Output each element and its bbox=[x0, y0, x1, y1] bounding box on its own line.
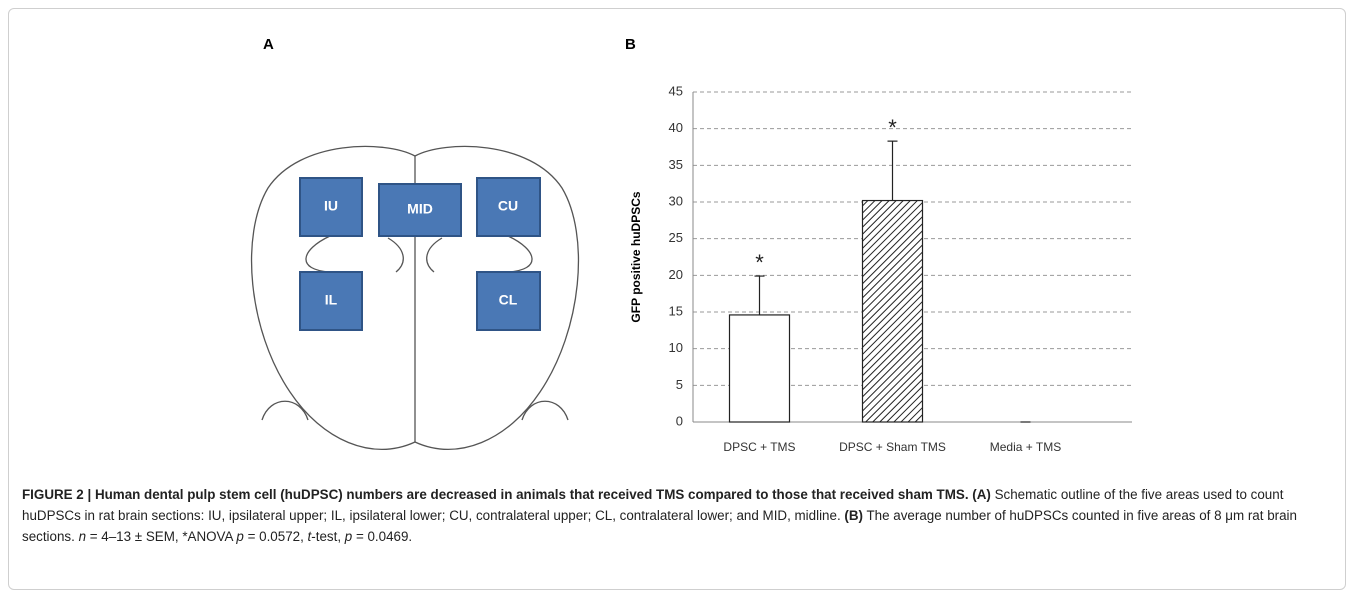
caption-run: (B) bbox=[844, 508, 863, 523]
y-tick-label: 40 bbox=[669, 120, 683, 135]
y-tick-label: 20 bbox=[669, 267, 683, 282]
region-box bbox=[476, 271, 541, 331]
region-label: IU bbox=[324, 198, 338, 214]
y-tick-label: 30 bbox=[669, 193, 683, 208]
y-tick-label: 35 bbox=[669, 157, 683, 172]
x-tick-label: DPSC + TMS bbox=[723, 440, 795, 454]
caption-run: The average number of huDPSCs counted in… bbox=[22, 508, 1301, 544]
y-axis-label: GFP positive huDPSCs bbox=[629, 191, 643, 322]
caption-run: (A) bbox=[972, 487, 991, 502]
region-label: MID bbox=[407, 201, 433, 217]
caption: FIGURE 2 | Human dental pulp stem cell (… bbox=[22, 484, 1338, 547]
figure: A IU MID CU IL CL B GFP positive huDPSCs… bbox=[250, 36, 1132, 454]
y-tick-label: 25 bbox=[669, 230, 683, 245]
caption-run: = 0.0469. bbox=[352, 529, 413, 544]
caption-run: n bbox=[78, 529, 87, 544]
panel-label: B bbox=[625, 36, 636, 53]
region-label: CU bbox=[498, 198, 518, 214]
caption-run: FIGURE 2 | Human dental pulp stem cell (… bbox=[22, 487, 969, 502]
caption-run: t bbox=[307, 529, 312, 544]
bar bbox=[728, 314, 791, 423]
region-label: CL bbox=[499, 292, 518, 308]
caption-run: Schematic outline of the five areas used… bbox=[22, 487, 1288, 523]
caption-run: p bbox=[344, 529, 353, 544]
y-tick-label: 5 bbox=[676, 377, 683, 392]
caption-run: = 4–13 ± SEM, *ANOVA bbox=[86, 529, 237, 544]
region-box bbox=[378, 183, 462, 237]
region-box bbox=[476, 177, 541, 237]
panel-label: A bbox=[263, 36, 274, 53]
x-tick-label: DPSC + Sham TMS bbox=[839, 440, 946, 454]
region-box bbox=[299, 271, 363, 331]
caption-run: = 0.0572, bbox=[243, 529, 308, 544]
bar bbox=[861, 199, 924, 423]
significance-mark: * bbox=[888, 115, 897, 140]
y-tick-label: 15 bbox=[669, 303, 683, 318]
y-tick-label: 0 bbox=[676, 413, 683, 428]
caption-run: -test, bbox=[311, 529, 345, 544]
y-tick-label: 10 bbox=[669, 340, 683, 355]
y-tick-label: 45 bbox=[669, 83, 683, 98]
region-box bbox=[299, 177, 363, 237]
region-boxes bbox=[299, 177, 541, 331]
x-tick-label: Media + TMS bbox=[990, 440, 1061, 454]
figure-frame bbox=[8, 8, 1346, 590]
caption-run: p bbox=[236, 529, 244, 544]
region-label: IL bbox=[325, 292, 338, 308]
significance-mark: * bbox=[755, 250, 764, 275]
